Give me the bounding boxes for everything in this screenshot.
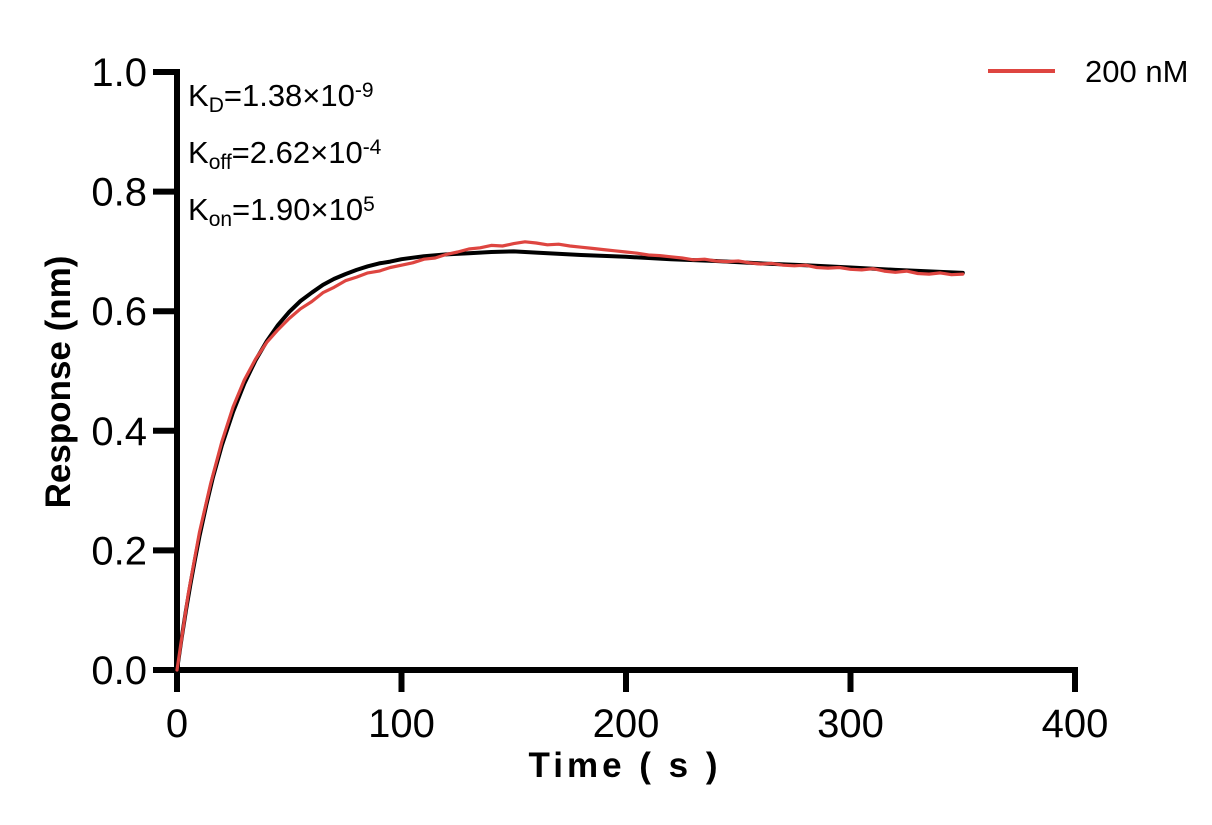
- kd-annotation: KD=1.38×10-9: [188, 70, 381, 127]
- kd-subscript: D: [208, 94, 224, 117]
- kon-exponent: 5: [363, 193, 375, 216]
- kon-annotation: Kon=1.90×105: [188, 184, 381, 241]
- y-axis-title: Response (nm): [39, 256, 78, 509]
- koff-exponent: -4: [362, 136, 382, 159]
- x-tick-label: 0: [166, 702, 188, 746]
- x-tick-label: 300: [817, 702, 884, 746]
- y-tick-label: 1.0: [91, 51, 147, 95]
- y-tick-label: 0.2: [91, 529, 147, 573]
- x-tick-label: 400: [1042, 702, 1109, 746]
- kinetics-annotation: KD=1.38×10-9 Koff=2.62×10-4 Kon=1.90×105: [188, 70, 381, 241]
- kon-subscript: on: [208, 208, 233, 231]
- kd-exponent: -9: [354, 79, 374, 102]
- y-tick-label: 0.6: [91, 290, 147, 334]
- kon-symbol: K: [188, 192, 209, 227]
- y-tick-label: 0.8: [91, 171, 147, 215]
- y-tick-label: 0.4: [91, 410, 147, 454]
- y-tick-label: 0.0: [91, 649, 147, 693]
- kon-value: =1.90×10: [232, 192, 364, 227]
- legend-label: 200 nM: [1085, 54, 1188, 89]
- koff-subscript: off: [208, 151, 232, 174]
- x-tick-label: 100: [368, 702, 435, 746]
- series-layer: [175, 240, 965, 672]
- kd-value: =1.38×10: [223, 78, 355, 113]
- x-axis-title: Time ( s ): [528, 746, 721, 785]
- koff-symbol: K: [188, 135, 209, 170]
- koff-annotation: Koff=2.62×10-4: [188, 127, 381, 184]
- legend: 200 nM: [988, 54, 1188, 89]
- x-tick-label: 200: [593, 702, 660, 746]
- series-line-200-nm: [175, 240, 965, 672]
- koff-value: =2.62×10: [231, 135, 363, 170]
- ticks-layer: 0 100 200 300 400 0.0 0.2 0.4 0.6 0.8 1.0: [91, 51, 1108, 746]
- kd-symbol: K: [188, 78, 209, 113]
